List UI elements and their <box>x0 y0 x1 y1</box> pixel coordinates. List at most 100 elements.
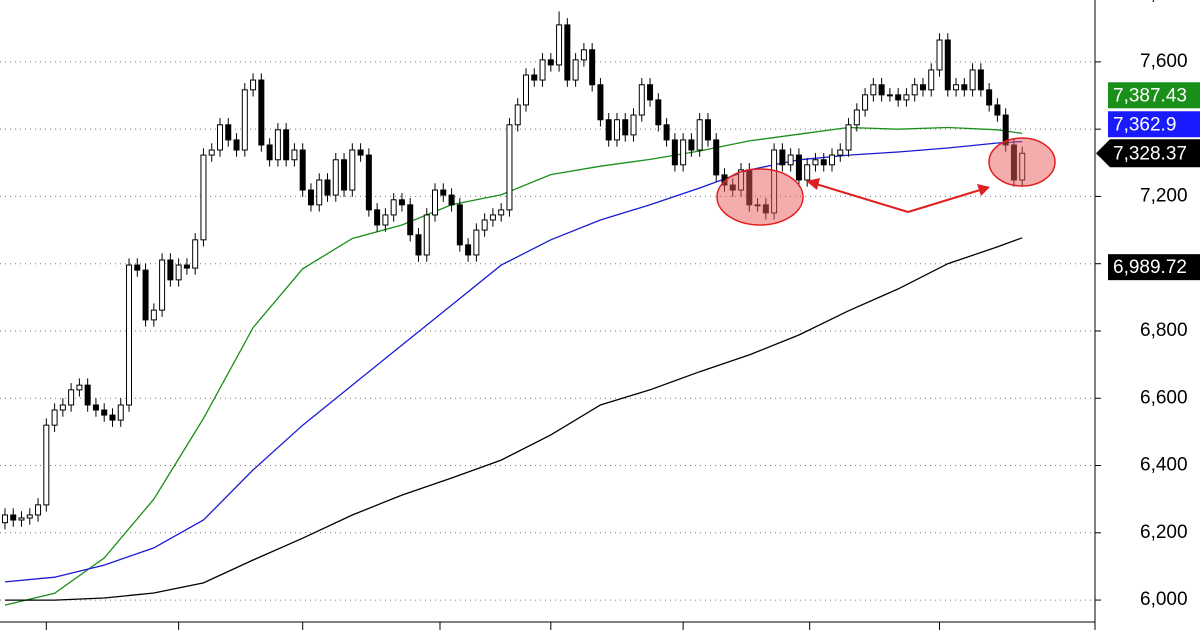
candle-body <box>283 129 290 161</box>
arrow-head <box>977 184 990 196</box>
candle-body <box>489 214 496 221</box>
candle-body <box>423 214 430 256</box>
candle-body <box>208 149 215 156</box>
candle-body <box>564 24 571 81</box>
price-tag <box>1108 82 1200 109</box>
candle-body <box>837 149 844 156</box>
candle-body <box>142 269 149 321</box>
candle-body <box>316 179 323 206</box>
moving-average-line <box>4 126 1023 606</box>
candle-body <box>167 259 174 281</box>
candle-body <box>250 79 257 91</box>
y-tick-label: 7,200 <box>1140 185 1188 206</box>
moving-average-line <box>4 140 1023 583</box>
candle-body <box>944 39 951 91</box>
candle-body <box>216 124 223 151</box>
y-tick-label: 7,600 <box>1140 51 1188 72</box>
candle-body <box>688 139 695 151</box>
candle-body <box>117 404 124 421</box>
candle-body <box>299 149 306 191</box>
candle-body <box>597 84 604 121</box>
candle-body <box>35 504 42 516</box>
candle-body <box>580 49 587 61</box>
price-tag <box>1108 111 1200 138</box>
candle-body <box>415 234 422 256</box>
price-tag-label: 7,387.43 <box>1113 85 1187 106</box>
candle-body <box>903 94 910 101</box>
candle-body <box>233 139 240 151</box>
candle-body <box>200 154 207 241</box>
candle-body <box>274 129 281 161</box>
y-tick-label: 6,800 <box>1140 320 1188 341</box>
annotations <box>716 137 1056 226</box>
candle-body <box>795 154 802 181</box>
candle-body <box>1 514 8 524</box>
price-tag <box>1096 139 1200 168</box>
candle-body <box>589 49 596 86</box>
candle-body <box>43 424 50 506</box>
candle-body <box>928 69 935 91</box>
candle-body <box>407 204 414 236</box>
candle-body <box>357 149 364 156</box>
candle-body <box>936 39 943 71</box>
arrow <box>907 189 981 213</box>
candle-body <box>440 189 447 196</box>
price-tag-label: 7,362.9 <box>1113 114 1176 135</box>
candle-body <box>605 119 612 141</box>
candle-body <box>241 89 248 151</box>
price-tag-label: 7,328.37 <box>1113 143 1187 164</box>
candle-body <box>134 264 141 271</box>
candle-body <box>349 149 356 191</box>
candle-body <box>109 414 116 421</box>
candle-body <box>911 84 918 96</box>
candle-body <box>539 59 546 81</box>
arrow <box>815 183 909 213</box>
candle-body <box>663 124 670 141</box>
candle-body <box>961 84 968 91</box>
candle-body <box>324 179 331 196</box>
candle-body <box>126 264 133 406</box>
candle-body <box>465 244 472 256</box>
candle-body <box>473 229 480 256</box>
candle-body <box>829 154 836 166</box>
y-tick-label: 6,600 <box>1140 387 1188 408</box>
candle-body <box>76 384 83 391</box>
arrow-head <box>806 178 820 190</box>
y-tick-label: 6,000 <box>1140 589 1188 610</box>
candle-body <box>696 119 703 151</box>
y-tick-label: 7,800 <box>1140 0 1188 5</box>
candle-body <box>258 79 265 146</box>
candle-body <box>704 119 711 141</box>
candle-body <box>101 409 108 416</box>
candle-body <box>382 214 389 226</box>
candle-body <box>26 514 33 519</box>
candle-body <box>159 259 166 311</box>
candle-body <box>804 164 811 181</box>
candle-body <box>862 94 869 111</box>
candle-body <box>622 119 629 136</box>
candle-body <box>183 264 190 269</box>
candle-body <box>10 514 17 521</box>
candle-body <box>481 219 488 231</box>
candle-body <box>18 517 25 521</box>
candle-body <box>878 84 885 96</box>
candle-body <box>307 189 314 206</box>
candle-body <box>374 209 381 226</box>
candle-body <box>92 404 99 411</box>
candle-body <box>150 309 157 321</box>
moving-average-line <box>5 237 1023 601</box>
candle-body <box>630 114 637 136</box>
candle-body <box>713 139 720 176</box>
candle-body <box>59 404 66 411</box>
candle-body <box>225 124 232 141</box>
price-tag-label: 6,989.72 <box>1113 257 1187 278</box>
candle-body <box>655 99 662 126</box>
highlight-ellipse <box>716 168 804 226</box>
candle-body <box>812 159 819 166</box>
candle-body <box>390 199 397 216</box>
candle-body <box>448 194 455 206</box>
y-tick-label: 6,200 <box>1140 522 1188 543</box>
candle-body <box>886 94 893 97</box>
